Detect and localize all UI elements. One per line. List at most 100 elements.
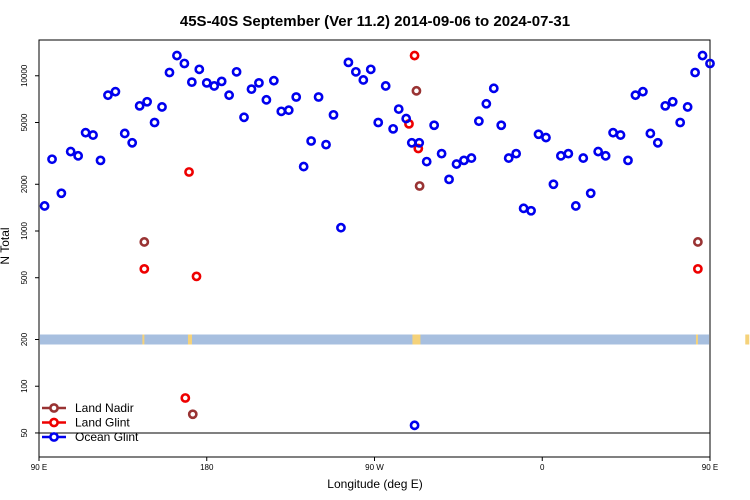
point-land-nadir: [411, 85, 422, 96]
point-ocean-glint: [406, 137, 417, 148]
point-ocean-glint: [134, 100, 145, 111]
legend-marker: [49, 432, 59, 442]
point-ocean-glint: [246, 84, 257, 95]
point-land-glint: [692, 263, 703, 274]
point-ocean-glint: [393, 104, 404, 114]
legend-label: Ocean Glint: [75, 430, 139, 444]
point-ocean-glint: [409, 420, 420, 431]
point-ocean-glint: [343, 57, 354, 68]
point-ocean-glint: [615, 130, 626, 140]
legend-label: Land Nadir: [75, 401, 134, 415]
point-ocean-glint: [630, 90, 641, 101]
point-ocean-glint: [541, 132, 551, 143]
point-ocean-glint: [39, 201, 50, 211]
point-ocean-glint: [103, 90, 113, 101]
point-ocean-glint: [209, 81, 220, 91]
point-ocean-glint: [164, 67, 175, 78]
point-ocean-glint: [563, 148, 574, 159]
point-ocean-glint: [488, 83, 499, 94]
point-ocean-glint: [365, 64, 376, 75]
y-tick-label: 1000: [20, 222, 29, 240]
land-strip: [40, 334, 750, 345]
point-ocean-glint: [201, 77, 212, 88]
ocean-band: [40, 334, 709, 345]
point-ocean-glint: [73, 150, 84, 161]
point-ocean-glint: [157, 102, 167, 112]
x-tick-label: 90 W: [365, 463, 384, 472]
point-ocean-glint: [675, 117, 686, 128]
point-ocean-glint: [261, 94, 272, 105]
point-ocean-glint: [548, 179, 559, 190]
point-ocean-glint: [459, 155, 469, 166]
point-ocean-glint: [350, 66, 361, 77]
land-marker: [142, 334, 145, 345]
point-ocean-glint: [88, 130, 98, 140]
point-ocean-glint: [511, 148, 522, 159]
point-ocean-glint: [585, 188, 596, 199]
point-ocean-glint: [682, 102, 693, 112]
point-land-nadir: [692, 237, 703, 247]
point-ocean-glint: [149, 117, 160, 128]
point-ocean-glint: [328, 109, 339, 120]
point-ocean-glint: [216, 76, 227, 87]
x-tick-label: 180: [200, 463, 214, 472]
point-ocean-glint: [380, 81, 391, 91]
point-ocean-glint: [127, 137, 138, 148]
point-ocean-glint: [593, 146, 604, 157]
point-ocean-glint: [690, 67, 700, 78]
point-ocean-glint: [481, 98, 492, 109]
point-ocean-glint: [172, 50, 182, 61]
point-ocean-glint: [276, 106, 287, 117]
point-land-glint: [409, 50, 420, 61]
x-tick-label: 0: [540, 463, 545, 472]
point-ocean-glint: [705, 58, 715, 69]
point-ocean-glint: [388, 123, 399, 134]
x-tick-label: 90 E: [702, 463, 718, 472]
point-ocean-glint: [421, 156, 432, 167]
point-ocean-glint: [186, 77, 197, 88]
point-ocean-glint: [429, 120, 440, 131]
y-tick-label: 500: [20, 271, 29, 285]
point-ocean-glint: [638, 86, 648, 97]
x-tick-label: 90 E: [31, 463, 47, 472]
y-axis: 50 100 200 500 1000 2000 5000 10000: [20, 64, 39, 437]
point-ocean-glint: [194, 64, 205, 75]
point-ocean-glint: [313, 92, 324, 102]
point-ocean-glint: [56, 188, 67, 199]
point-ocean-glint: [526, 205, 536, 216]
point-ocean-glint: [283, 105, 294, 116]
y-tick-label: 2000: [20, 175, 29, 193]
point-ocean-glint: [697, 50, 708, 61]
point-ocean-glint: [496, 120, 507, 131]
x-axis: 90 E 180 90 W 0 90 E: [31, 457, 718, 472]
point-land-glint: [180, 393, 191, 403]
x-axis-label: Longitude (deg E): [327, 477, 422, 491]
legend-marker: [49, 417, 59, 428]
point-land-nadir: [187, 409, 198, 420]
legend-label: Land Glint: [75, 416, 130, 430]
point-ocean-glint: [95, 155, 106, 166]
point-land-nadir: [139, 237, 150, 247]
point-ocean-glint: [533, 129, 544, 140]
y-tick-label: 5000: [20, 113, 29, 131]
chart-title: 45S-40S September (Ver 11.2) 2014-09-06 …: [180, 13, 570, 30]
point-ocean-glint: [291, 92, 302, 102]
point-land-glint: [184, 167, 194, 177]
point-ocean-glint: [336, 222, 346, 233]
point-ocean-glint: [110, 86, 121, 97]
point-ocean-glint: [466, 153, 477, 163]
point-ocean-glint: [373, 117, 384, 128]
point-ocean-glint: [321, 139, 331, 150]
point-ocean-glint: [65, 146, 76, 157]
point-land-glint: [191, 271, 202, 282]
point-ocean-glint: [231, 66, 242, 77]
point-ocean-glint: [401, 113, 412, 124]
point-ocean-glint: [298, 161, 309, 172]
point-ocean-glint: [119, 128, 130, 139]
data-points: [39, 50, 715, 431]
point-ocean-glint: [80, 127, 91, 138]
legend-marker: [49, 403, 59, 413]
point-ocean-glint: [667, 96, 678, 107]
point-land-nadir: [414, 181, 425, 191]
